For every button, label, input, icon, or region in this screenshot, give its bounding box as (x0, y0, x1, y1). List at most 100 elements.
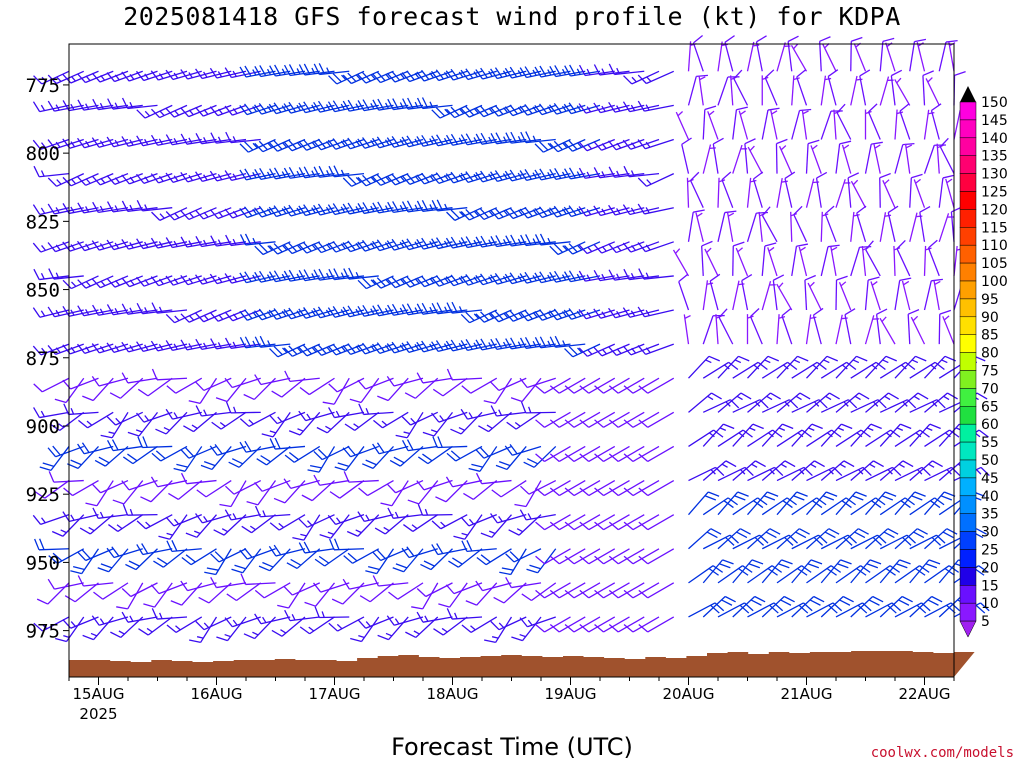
wind-barb (894, 429, 930, 447)
barb-half-feather (70, 206, 75, 213)
barb-feather (244, 233, 252, 245)
barb-shaft (422, 616, 453, 623)
wind-barb (313, 306, 350, 319)
barb-feather (337, 462, 350, 468)
barb-shaft (98, 616, 129, 626)
barb-feather (452, 557, 463, 565)
barb-half-feather (158, 138, 164, 145)
wind-barb (475, 580, 512, 592)
barb-feather (386, 615, 395, 626)
barb-half-feather (311, 273, 316, 280)
wind-barb (776, 491, 808, 516)
barb-shaft (776, 314, 780, 345)
wind-barb (91, 376, 129, 387)
wind-barb (136, 200, 173, 212)
wind-barb (519, 169, 556, 181)
wind-barb (431, 199, 468, 212)
wind-barb (806, 565, 842, 584)
barb-shaft (260, 70, 291, 78)
barb-half-feather (129, 615, 134, 622)
wind-barb (476, 548, 512, 566)
barb-feather (509, 207, 519, 218)
barb-feather (475, 236, 483, 248)
barb-half-feather (488, 342, 493, 349)
barb-feather (549, 66, 557, 77)
wind-barb (165, 69, 202, 81)
barb-feather (254, 207, 263, 218)
barb-feather (283, 103, 292, 114)
wind-barb (776, 565, 812, 584)
wind-barb (445, 339, 483, 352)
wind-barb (299, 616, 335, 635)
barb-feather (461, 385, 472, 394)
wind-barb (916, 42, 926, 72)
barb-shaft (702, 315, 714, 345)
wind-barb (623, 514, 660, 531)
wind-barb (732, 460, 766, 482)
barb-shaft (717, 212, 726, 242)
barb-shaft (159, 104, 188, 119)
barb-feather (534, 337, 542, 349)
barb-feather (819, 36, 831, 42)
barb-feather (150, 108, 161, 119)
wind-barb (623, 70, 660, 85)
barb-feather (391, 303, 399, 315)
wind-barb (790, 43, 808, 72)
wind-barb (718, 308, 734, 345)
wind-barb (92, 507, 129, 519)
barb-feather (460, 408, 469, 420)
wind-barb (416, 611, 453, 623)
colorbar-label: 35 (981, 507, 999, 523)
barb-feather (299, 387, 310, 396)
wind-barb (535, 548, 571, 565)
wind-barb (189, 616, 218, 644)
wind-barb (490, 132, 527, 145)
wind-barb (838, 281, 852, 311)
barb-shaft (178, 480, 203, 500)
wind-barb (820, 75, 832, 106)
barb-shaft (698, 75, 704, 106)
barb-half-feather (385, 278, 391, 285)
barb-shaft (923, 145, 935, 174)
barb-feather (787, 35, 799, 43)
colorbar-top-arrow (960, 86, 976, 102)
barb-half-feather (517, 275, 523, 282)
barb-feather (448, 560, 459, 568)
barb-feather (313, 63, 320, 75)
barb-half-feather (473, 71, 479, 78)
barb-feather (753, 500, 764, 509)
barb-feather (579, 453, 590, 462)
barb-feather (288, 242, 298, 253)
barb-feather (298, 518, 308, 528)
barb-feather (483, 400, 496, 405)
barb-half-feather (311, 207, 316, 214)
barb-half-feather (454, 612, 458, 619)
wind-barb (790, 211, 797, 242)
barb-shaft (102, 582, 129, 600)
barb-feather (254, 589, 265, 599)
barb-feather (346, 530, 359, 537)
barb-feather (138, 628, 149, 636)
barb-half-feather (384, 344, 390, 351)
barb-feather (421, 97, 429, 109)
barb-shaft (72, 479, 99, 497)
wind-barb (526, 548, 557, 574)
barb-feather (33, 165, 40, 178)
wind-barb (717, 429, 753, 447)
barb-shaft (901, 280, 911, 311)
wind-barb (755, 35, 767, 72)
barb-shaft (617, 514, 645, 531)
barb-feather (594, 453, 604, 462)
barb-half-feather (99, 511, 104, 518)
barb-feather (180, 449, 190, 459)
barb-feather (445, 476, 454, 488)
barb-half-feather (194, 530, 201, 535)
barb-feather (784, 171, 796, 180)
barb-half-feather (70, 346, 76, 353)
barb-shaft (544, 377, 571, 394)
barb-shaft (776, 178, 783, 208)
barb-feather (362, 463, 374, 469)
barb-half-feather (85, 346, 90, 353)
barb-feather (268, 271, 277, 282)
wind-barb (372, 201, 409, 214)
